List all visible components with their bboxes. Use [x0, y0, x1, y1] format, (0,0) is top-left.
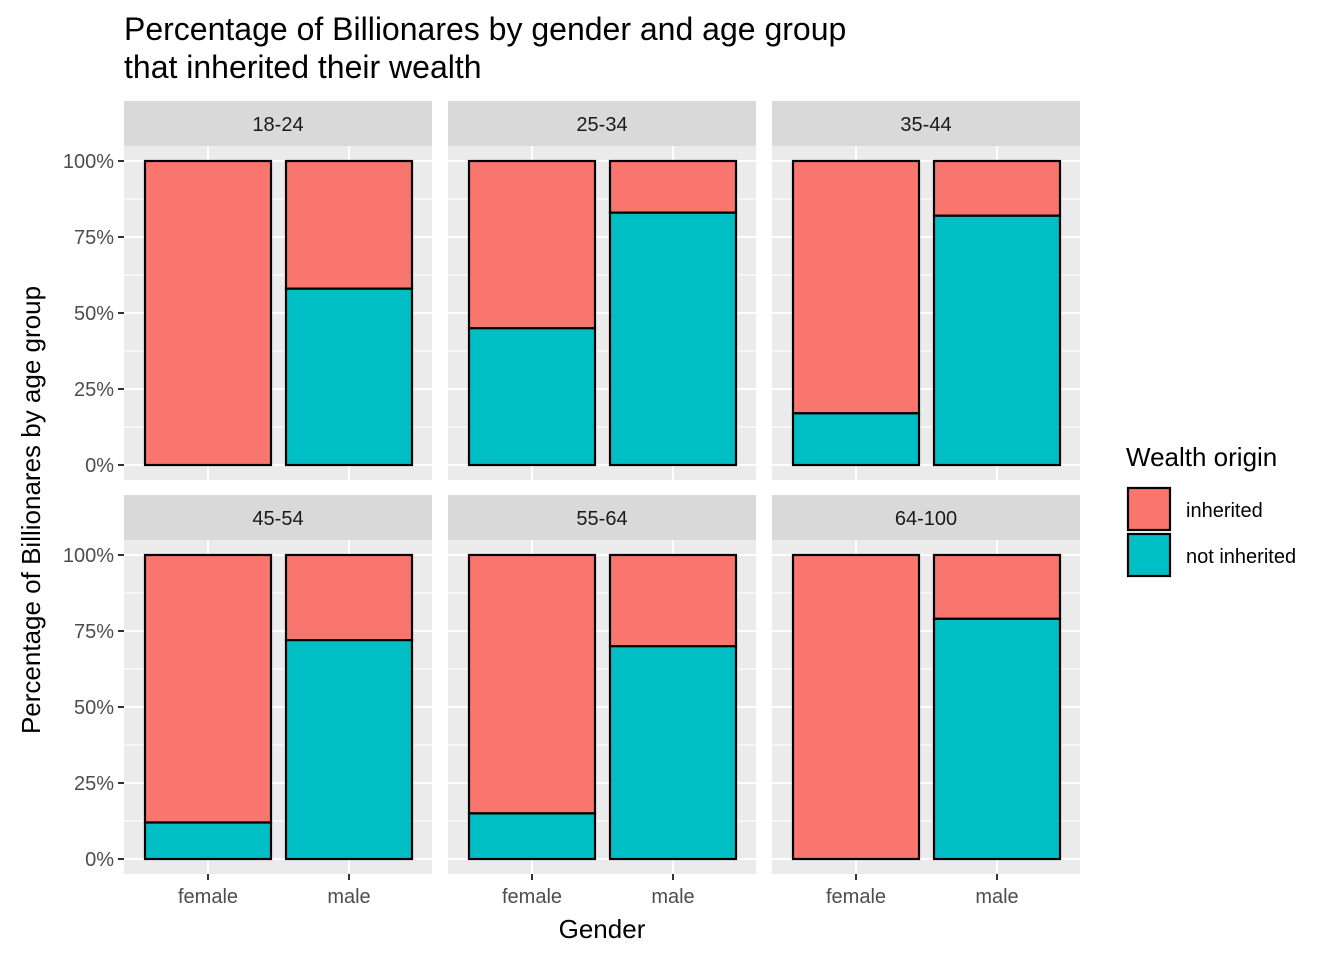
facet-strip: [448, 101, 756, 146]
facet-strip-label: 45-54: [252, 508, 303, 530]
bar-inherited-female: [791, 159, 921, 415]
bar-inherited-male: [608, 159, 738, 214]
y-tick-label: 50%: [74, 697, 114, 719]
facet-strip: [124, 495, 432, 540]
bar-not-inherited-male: [284, 639, 414, 861]
y-tick-label: 0%: [85, 849, 114, 871]
x-tick-label: male: [975, 886, 1018, 908]
facet-strip-label: 18-24: [252, 114, 303, 136]
x-axis-title: Gender: [559, 914, 646, 944]
y-tick-label: 50%: [74, 303, 114, 325]
x-tick-label: female: [502, 886, 562, 908]
bar-not-inherited-female: [467, 327, 597, 467]
legend-swatch: [1126, 532, 1172, 578]
bar-not-inherited-female: [467, 812, 597, 861]
bar-inherited-female: [143, 159, 273, 467]
facet-strip: [124, 101, 432, 146]
legend: Wealth origin inherited not inherited: [1126, 442, 1296, 578]
y-tick-label: 25%: [74, 379, 114, 401]
x-tick-label: male: [327, 886, 370, 908]
facet-panel-18-24: 18-24 0% 25% 50% 75% 100%: [63, 101, 432, 480]
bar-not-inherited-female: [791, 412, 921, 467]
bar-not-inherited-male: [932, 617, 1062, 861]
facet-panels: 18-24 0% 25% 50% 75% 100% 25-34 35-44 45-54 0% 25%…: [63, 101, 1080, 908]
facet-strip: [772, 495, 1080, 540]
legend-title: Wealth origin: [1126, 442, 1277, 472]
bar-not-inherited-male: [284, 287, 414, 467]
y-tick-label: 25%: [74, 773, 114, 795]
legend-label: not inherited: [1186, 546, 1296, 568]
y-tick-label: 75%: [74, 621, 114, 643]
bar-inherited-male: [608, 553, 738, 648]
x-tick-label: female: [826, 886, 886, 908]
facet-panel-45-54: 45-54 0% 25% 50% 75% 100% female male: [63, 495, 432, 908]
facet-panel-55-64: 55-64 female male: [448, 495, 756, 908]
bar-inherited-male: [932, 159, 1062, 217]
y-tick-label: 75%: [74, 227, 114, 249]
facet-strip-label: 25-34: [576, 114, 627, 136]
bar-inherited-female: [467, 553, 597, 815]
y-axis-title: Percentage of Billionares by age group: [16, 286, 46, 734]
facet-panel-35-44: 35-44: [772, 101, 1080, 480]
facet-strip: [772, 101, 1080, 146]
bar-inherited-male: [284, 553, 414, 642]
facet-panel-64-100: 64-100 female male: [772, 495, 1080, 908]
y-tick-label: 100%: [63, 545, 114, 567]
bar-inherited-male: [284, 159, 414, 290]
y-tick-label: 0%: [85, 455, 114, 477]
bar-inherited-male: [932, 553, 1062, 620]
facet-panel-25-34: 25-34: [448, 101, 756, 480]
bar-inherited-female: [467, 159, 597, 330]
bar-not-inherited-male: [608, 645, 738, 861]
x-tick-label: female: [178, 886, 238, 908]
bar-not-inherited-female: [143, 821, 273, 861]
facet-strip-label: 55-64: [576, 508, 627, 530]
bar-inherited-female: [143, 553, 273, 824]
facet-strip-label: 64-100: [895, 508, 957, 530]
chart-title-line-2: that inherited their wealth: [124, 49, 482, 85]
bar-inherited-female: [791, 553, 921, 861]
legend-label: inherited: [1186, 500, 1263, 522]
facet-strip-label: 35-44: [900, 114, 951, 136]
x-tick-label: male: [651, 886, 694, 908]
y-tick-label: 100%: [63, 151, 114, 173]
bar-not-inherited-male: [608, 211, 738, 467]
facet-strip: [448, 495, 756, 540]
bar-not-inherited-male: [932, 214, 1062, 467]
legend-swatch: [1126, 486, 1172, 532]
chart-title-line-1: Percentage of Billionares by gender and …: [124, 11, 846, 47]
